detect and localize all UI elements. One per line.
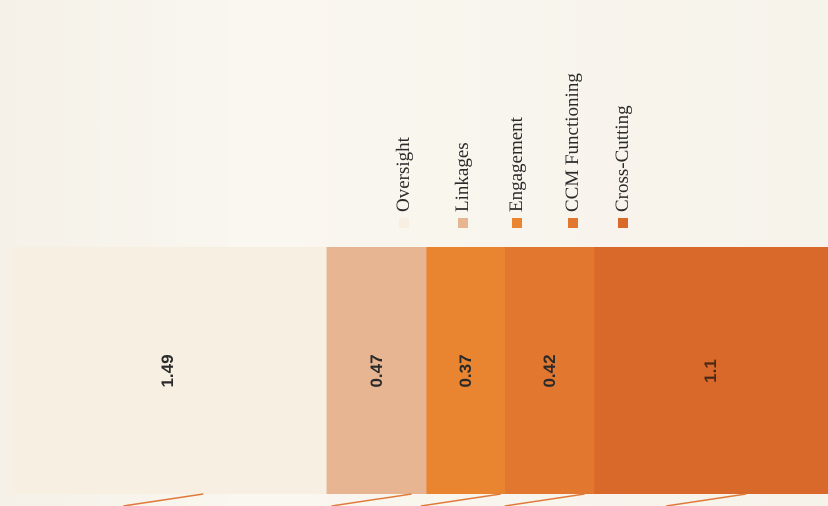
legend-swatch-ccm-functioning: [568, 218, 578, 228]
bar-segment-engagement: [426, 247, 506, 494]
connector-lines: [123, 493, 747, 506]
bar-segment-oversight: [10, 247, 328, 494]
legend-label-ccm-functioning: CCM Functioning: [562, 73, 583, 212]
connector-line-engagement: [420, 493, 501, 506]
legend-label-engagement: Engagement: [506, 117, 527, 212]
bar-segment-linkages: [326, 247, 427, 494]
legend-label-linkages: Linkages: [452, 142, 473, 212]
connector-line-ccm-functioning: [504, 493, 585, 506]
bar-segments: [10, 247, 828, 494]
connector-line-linkages: [331, 493, 412, 506]
legend-label-oversight: Oversight: [393, 137, 414, 212]
legend-swatch-engagement: [512, 218, 522, 228]
legend-swatch-cross-cutting: [618, 218, 628, 228]
bar-segment-ccm-functioning: [505, 247, 595, 494]
legend-label-cross-cutting: Cross-Cutting: [612, 105, 633, 212]
connector-line-cross-cutting: [666, 493, 747, 506]
legend-swatch-oversight: [399, 218, 409, 228]
connector-line-oversight: [123, 493, 204, 506]
legend-swatch-linkages: [458, 218, 468, 228]
bar-segment-cross-cutting: [594, 247, 828, 494]
